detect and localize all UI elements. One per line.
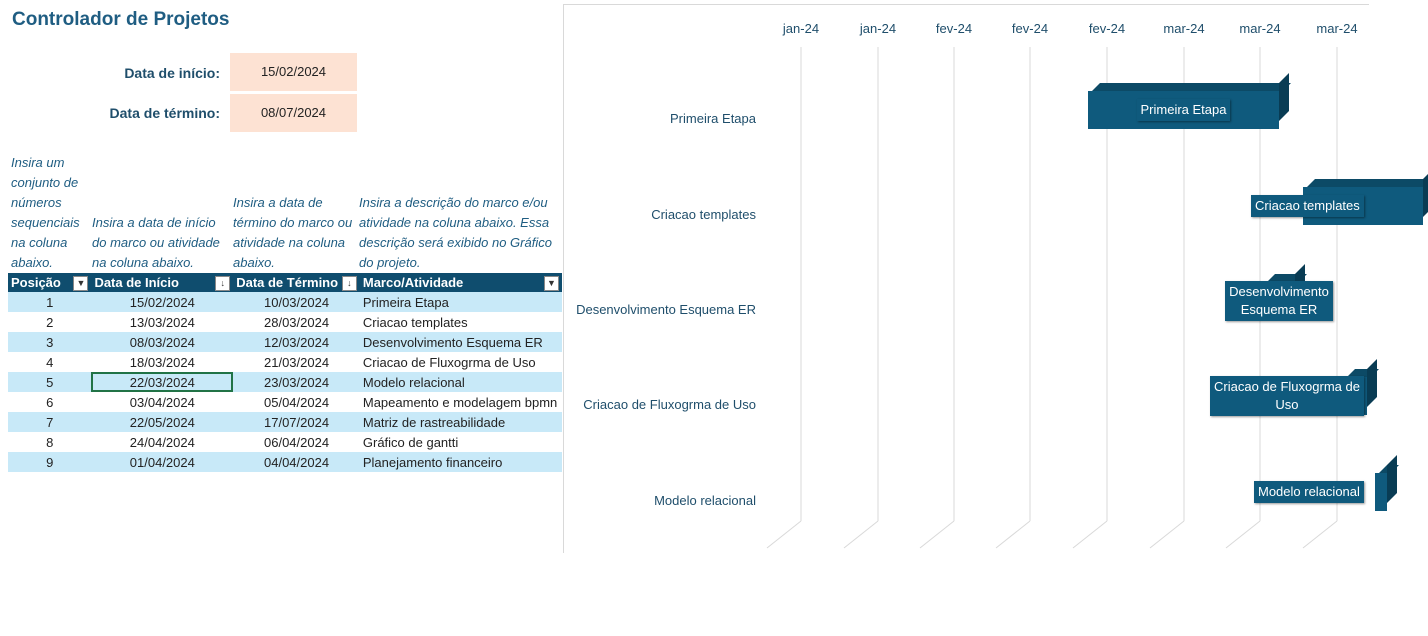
x-tick-label: mar-24 bbox=[1316, 21, 1358, 36]
sort-filter-icon[interactable]: ↓ bbox=[341, 276, 357, 291]
end-date-cell[interactable]: 21/03/2024 bbox=[264, 354, 330, 370]
gridline-depth bbox=[1225, 520, 1261, 549]
start-date-cell[interactable]: 24/04/2024 bbox=[129, 434, 195, 450]
instruction-milestone: Insira a descrição do marco e/ou ativida… bbox=[359, 195, 552, 270]
end-date-cell[interactable]: 10/03/2024 bbox=[233, 292, 360, 312]
start-date-cell[interactable]: 01/04/2024 bbox=[91, 452, 234, 472]
gantt-bar-label: Modelo relacional bbox=[1254, 481, 1364, 503]
x-tick-label: fev-24 bbox=[1088, 21, 1126, 36]
milestone-cell[interactable]: Gráfico de gantti bbox=[362, 434, 459, 450]
x-tick-label: fev-24 bbox=[935, 21, 973, 36]
start-date-cell[interactable]: 18/03/2024 bbox=[129, 354, 195, 370]
gantt-bar-side bbox=[1366, 359, 1377, 407]
end-date-cell[interactable]: 08/07/2024 bbox=[230, 94, 357, 132]
gantt-bar-side bbox=[1386, 455, 1397, 503]
end-date-cell[interactable]: 06/04/2024 bbox=[264, 434, 330, 450]
instruction-position: Insira um conjunto de números sequenciai… bbox=[11, 155, 80, 270]
y-category-label: Modelo relacional bbox=[654, 493, 756, 508]
start-date-cell[interactable]: 15/02/2024 bbox=[230, 53, 357, 91]
end-date-cell[interactable]: 17/07/2024 bbox=[233, 412, 360, 432]
gantt-bar-side bbox=[1422, 169, 1428, 217]
table-row: 3 08/03/2024 12/03/2024 Desenvolvimento Esq… bbox=[8, 332, 562, 352]
end-date-cell[interactable]: 04/04/2024 bbox=[233, 452, 360, 472]
y-category-label: Primeira Etapa bbox=[670, 111, 756, 126]
header-position[interactable]: Posição ▼ bbox=[8, 273, 92, 292]
header-milestone[interactable]: Marco/Atividade ▼ bbox=[359, 273, 562, 292]
gridline-depth bbox=[1302, 520, 1338, 549]
x-tick-label: mar-24 bbox=[1239, 21, 1281, 36]
start-date-cell[interactable]: 13/03/2024 bbox=[129, 314, 195, 330]
project-table: Posição ▼ Data de Início ↓ Data de Término… bbox=[8, 273, 562, 472]
position-cell[interactable]: 2 bbox=[46, 314, 54, 330]
table-row: 4 18/03/2024 21/03/2024 Criacao de Fluxogrm… bbox=[8, 352, 562, 372]
position-cell[interactable]: 8 bbox=[46, 434, 54, 450]
end-date-cell[interactable]: 05/04/2024 bbox=[264, 394, 330, 410]
start-date-cell[interactable]: 22/05/2024 bbox=[91, 412, 234, 432]
y-category-label: Criacao de Fluxogrma de Uso bbox=[583, 397, 756, 412]
table-row: 5 22/03/2024 23/03/2024 Modelo relacional bbox=[8, 372, 562, 392]
position-cell[interactable]: 1 bbox=[8, 292, 92, 312]
y-category-label: Desenvolvimento Esquema ER bbox=[576, 302, 756, 317]
instruction-start: Insira a data de início do marco ou ativ… bbox=[92, 215, 220, 270]
header-start[interactable]: Data de Início ↓ bbox=[91, 273, 234, 292]
position-cell[interactable]: 5 bbox=[8, 372, 92, 392]
milestone-cell[interactable]: Desenvolvimento Esquema ER bbox=[359, 332, 562, 352]
table-row: 6 03/04/2024 05/04/2024 Mapeamento e modela… bbox=[8, 392, 562, 412]
gridline-depth bbox=[995, 520, 1031, 549]
end-date-label: Data de término: bbox=[109, 105, 220, 121]
position-cell[interactable]: 6 bbox=[46, 394, 54, 410]
start-date-cell[interactable]: 15/02/2024 bbox=[91, 292, 234, 312]
gridline-depth bbox=[1149, 520, 1185, 549]
end-date-cell[interactable]: 12/03/2024 bbox=[233, 332, 360, 352]
table-row: 7 22/05/2024 17/07/2024 Matriz de rastreabi… bbox=[8, 412, 562, 432]
gridline-depth bbox=[919, 520, 955, 549]
gridline-depth bbox=[766, 520, 802, 549]
position-cell[interactable]: 4 bbox=[46, 354, 54, 370]
milestone-cell[interactable]: Matriz de rastreabilidade bbox=[359, 412, 562, 432]
y-category-label: Criacao templates bbox=[651, 207, 756, 222]
x-tick-label: jan-24 bbox=[782, 21, 820, 36]
table-row: 8 24/04/2024 06/04/2024 Gráfico de gantti bbox=[8, 432, 562, 452]
start-date-cell[interactable]: 08/03/2024 bbox=[91, 332, 234, 352]
table-row: 9 01/04/2024 04/04/2024 Planejamento financ… bbox=[8, 452, 562, 472]
start-date-label: Data de início: bbox=[124, 65, 220, 81]
milestone-cell[interactable]: Primeira Etapa bbox=[359, 292, 562, 312]
position-cell[interactable]: 3 bbox=[8, 332, 92, 352]
start-date-cell[interactable]: 03/04/2024 bbox=[129, 394, 195, 410]
gridline-depth bbox=[1072, 520, 1108, 549]
milestone-cell[interactable]: Mapeamento e modelagem bpmn bbox=[362, 394, 558, 410]
page-title: Controlador de Projetos bbox=[12, 9, 230, 30]
position-cell[interactable]: 7 bbox=[8, 412, 92, 432]
header-end[interactable]: Data de Término ↓ bbox=[233, 273, 360, 292]
milestone-cell[interactable]: Modelo relacional bbox=[359, 372, 562, 392]
x-tick-label: mar-24 bbox=[1163, 21, 1205, 36]
position-cell[interactable]: 9 bbox=[8, 452, 92, 472]
filter-dropdown-icon[interactable]: ▼ bbox=[73, 276, 89, 291]
x-tick-label: fev-24 bbox=[1011, 21, 1049, 36]
x-tick-label: jan-24 bbox=[859, 21, 897, 36]
gantt-bar-label: Desenvolvimento Esquema ER bbox=[1225, 281, 1333, 321]
gantt-chart[interactable]: jan-24 jan-24 fev-24 fev-24 fev-24 mar-24 mar-… bbox=[563, 4, 1428, 553]
sort-filter-icon[interactable]: ↓ bbox=[215, 276, 231, 291]
instruction-end: Insira a data de término do marco ou ati… bbox=[233, 195, 353, 270]
gantt-bar-top bbox=[1307, 179, 1428, 187]
milestone-cell[interactable]: Criacao templates bbox=[362, 314, 468, 330]
end-date-cell[interactable]: 23/03/2024 bbox=[233, 372, 360, 392]
table-row: 1 15/02/2024 10/03/2024 Primeira Etapa bbox=[8, 292, 562, 312]
table-row: 2 13/03/2024 28/03/2024 Criacao templates bbox=[8, 312, 562, 332]
gridline-depth bbox=[843, 520, 879, 549]
gantt-bar-label: Criacao de Fluxogrma de Uso bbox=[1210, 376, 1364, 416]
milestone-cell[interactable]: Planejamento financeiro bbox=[359, 452, 562, 472]
gantt-bar-label: Primeira Etapa bbox=[1136, 99, 1231, 121]
end-date-cell[interactable]: 28/03/2024 bbox=[264, 314, 330, 330]
gantt-bar[interactable] bbox=[1374, 473, 1387, 511]
filter-dropdown-icon[interactable]: ▼ bbox=[544, 276, 559, 291]
start-date-cell[interactable]: 22/03/2024 bbox=[91, 372, 234, 392]
gantt-bar-top bbox=[1091, 83, 1292, 91]
gantt-bar-label: Criacao templates bbox=[1251, 195, 1364, 217]
milestone-cell[interactable]: Criacao de Fluxogrma de Uso bbox=[362, 354, 536, 370]
